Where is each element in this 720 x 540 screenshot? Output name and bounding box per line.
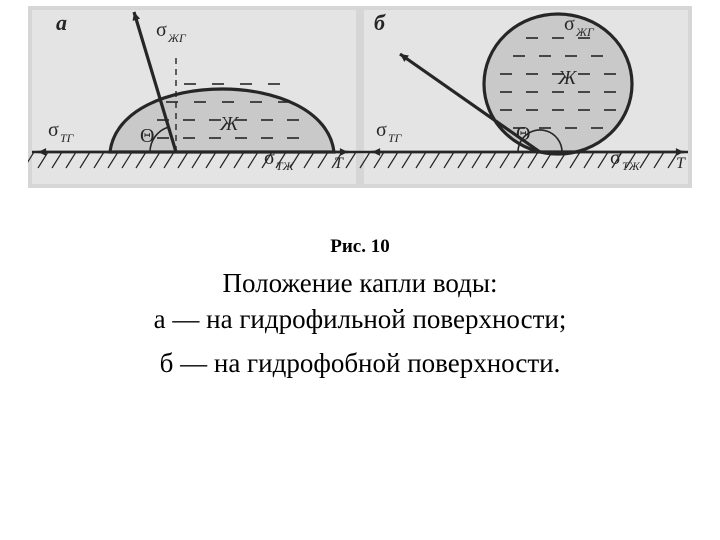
svg-text:ТГ: ТГ bbox=[60, 131, 75, 145]
figure-number: Рис. 10 bbox=[0, 236, 720, 258]
svg-text:б: б bbox=[374, 10, 386, 35]
caption-line-b: б — на гидрофобной поверхности. bbox=[0, 348, 720, 379]
svg-text:Т: Т bbox=[676, 155, 686, 172]
svg-text:σ: σ bbox=[610, 147, 621, 169]
svg-text:Ж: Ж bbox=[219, 113, 240, 135]
svg-text:Θ: Θ bbox=[140, 125, 154, 147]
svg-text:ТЖ: ТЖ bbox=[276, 159, 295, 173]
svg-text:ЖГ: ЖГ bbox=[167, 31, 187, 45]
svg-text:σ: σ bbox=[156, 19, 167, 41]
svg-text:σ: σ bbox=[264, 147, 275, 169]
svg-text:ТГ: ТГ bbox=[388, 131, 403, 145]
svg-text:Т: Т bbox=[334, 155, 344, 172]
svg-text:ТЖ: ТЖ bbox=[622, 159, 641, 173]
svg-text:ЖГ: ЖГ bbox=[575, 25, 595, 39]
physics-diagram: аσЖГσТГσТЖΘЖТбσЖГσТГσТЖΘЖТ bbox=[28, 6, 692, 188]
page-root: аσЖГσТГσТЖΘЖТбσЖГσТГσТЖΘЖТ Рис. 10 Полож… bbox=[0, 0, 720, 540]
diagram-svg: аσЖГσТГσТЖΘЖТбσЖГσТГσТЖΘЖТ bbox=[28, 6, 692, 188]
figure-title: Положение капли воды: bbox=[0, 268, 720, 299]
svg-text:Ж: Ж bbox=[557, 67, 578, 89]
svg-text:σ: σ bbox=[48, 119, 59, 141]
svg-text:Θ: Θ bbox=[516, 123, 530, 145]
svg-text:а: а bbox=[56, 10, 67, 35]
svg-text:σ: σ bbox=[376, 119, 387, 141]
caption-line-a: а — на гидрофильной поверхности; bbox=[0, 304, 720, 335]
svg-text:σ: σ bbox=[564, 13, 575, 35]
